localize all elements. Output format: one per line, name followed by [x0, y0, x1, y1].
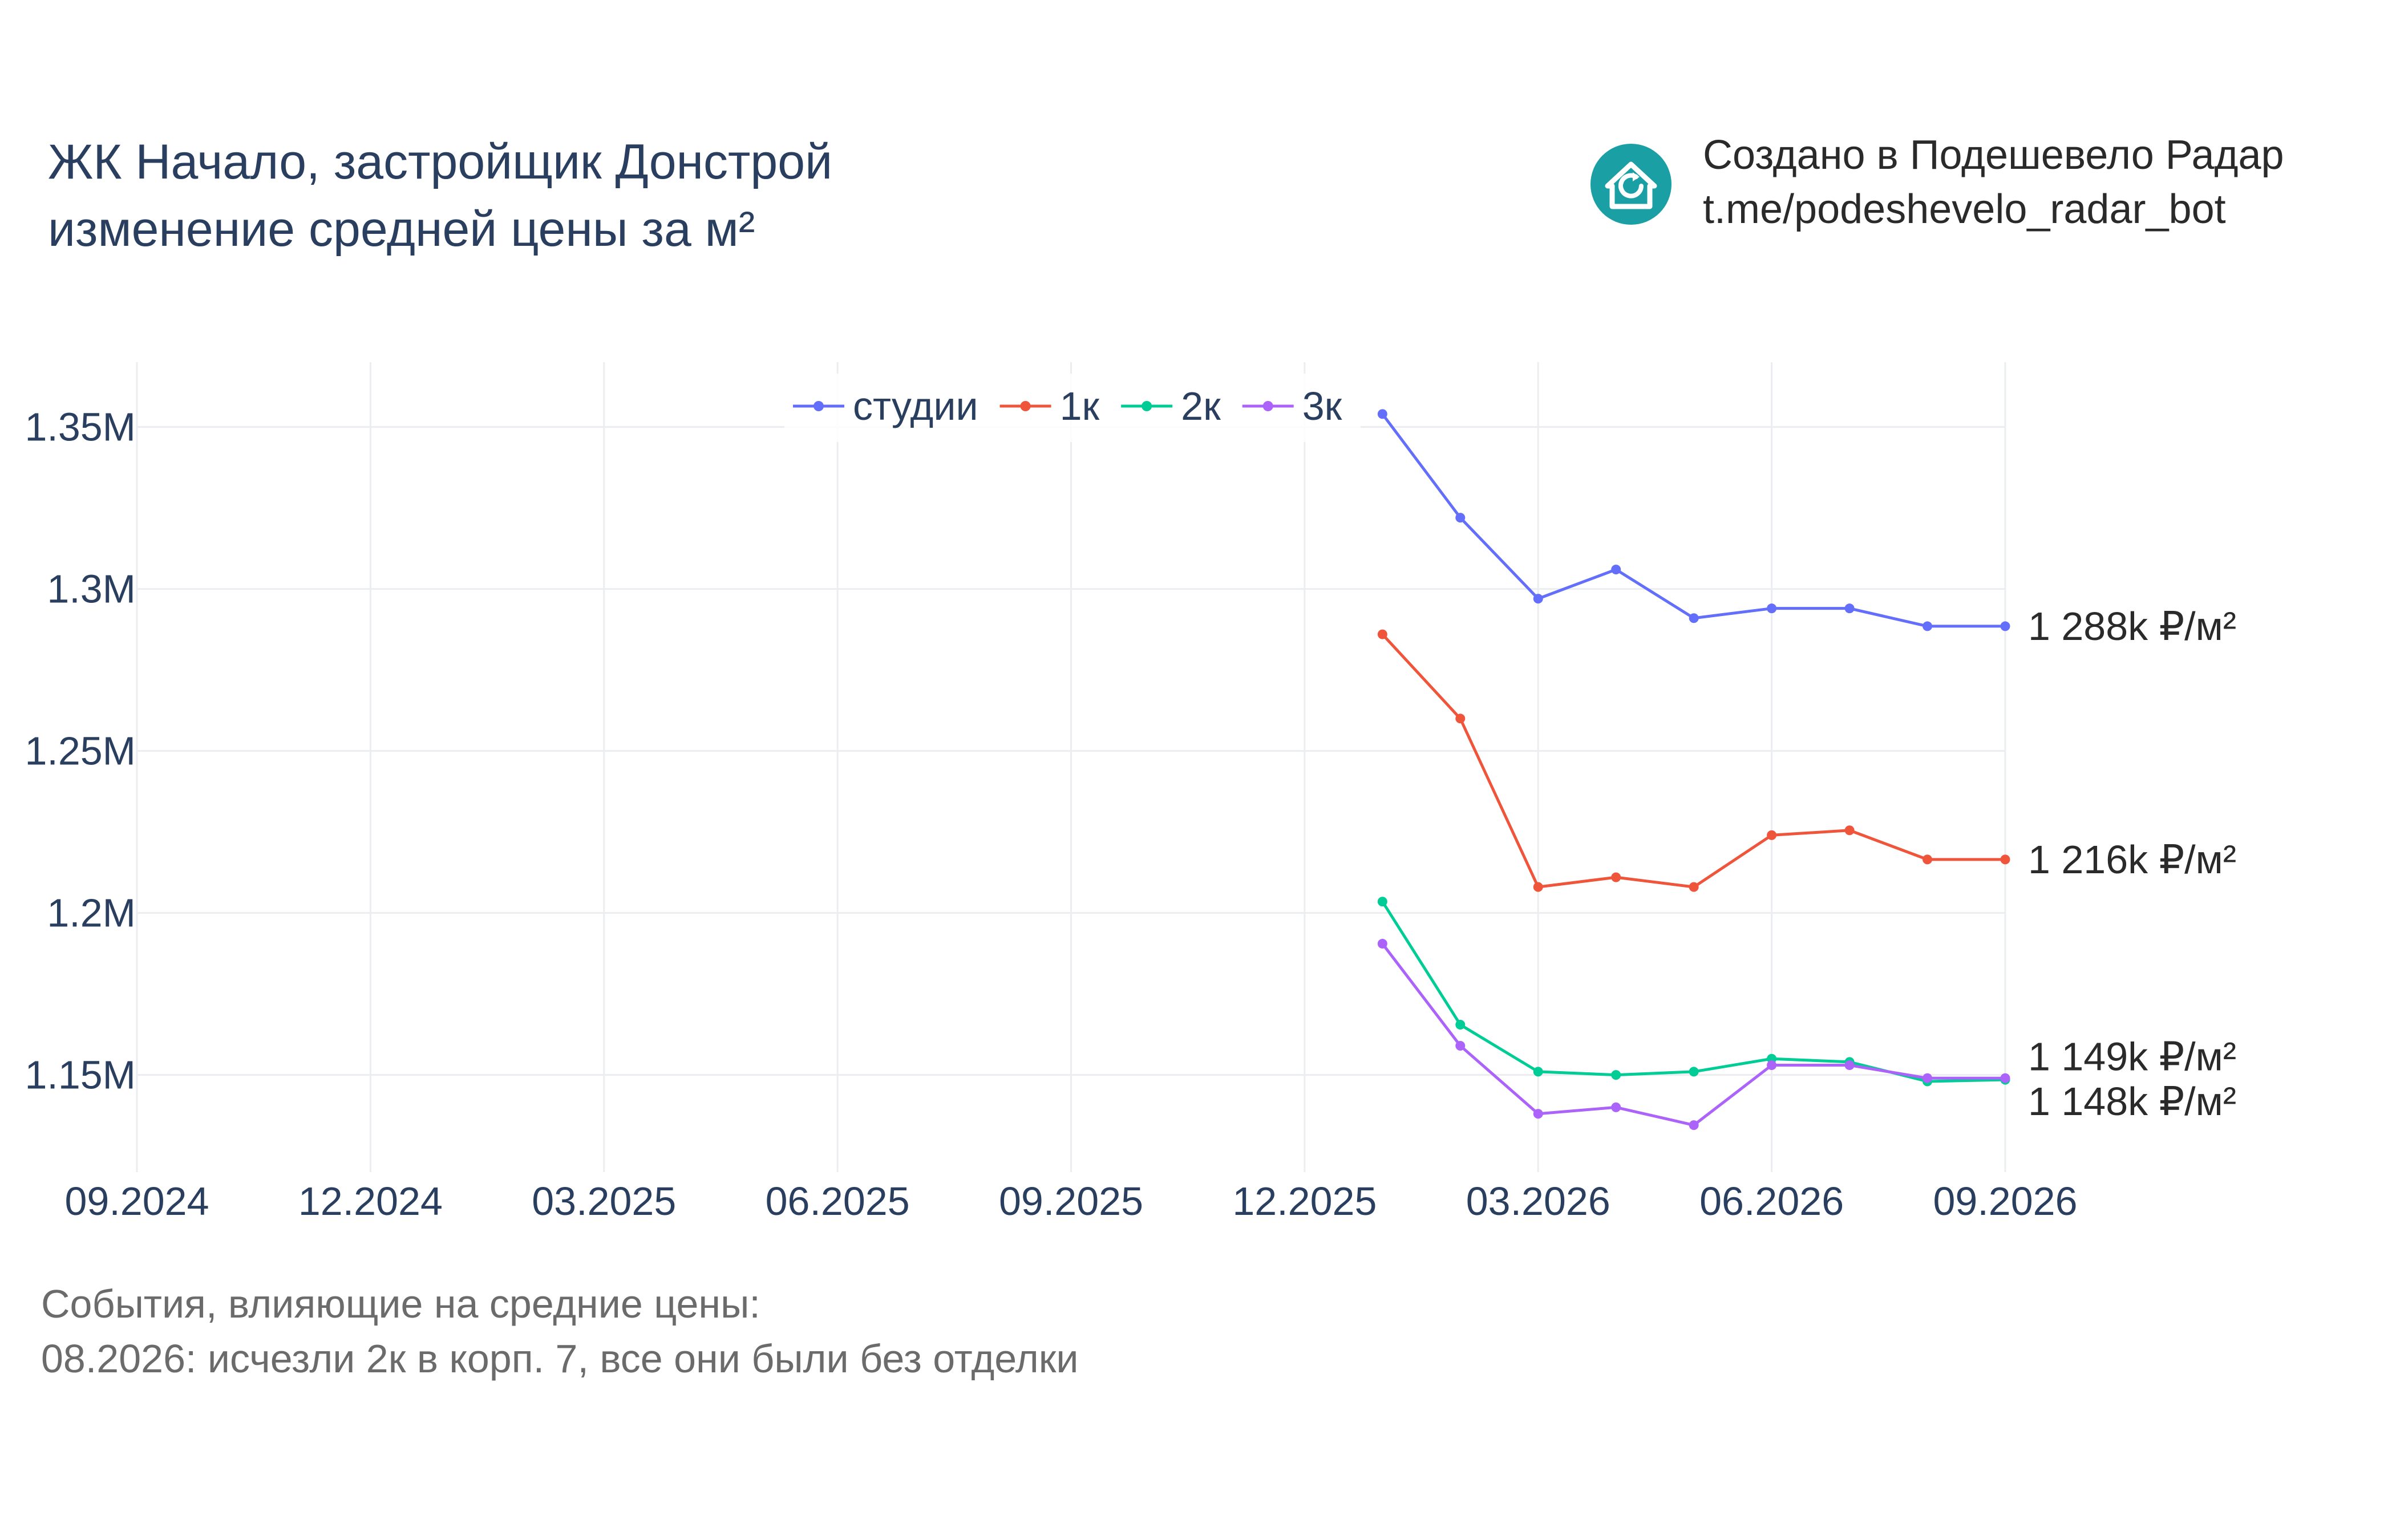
end-label: 1 288k ₽/м²: [2028, 604, 2236, 649]
x-tick-label: 03.2026: [1466, 1179, 1610, 1223]
end-label: 1 148k ₽/м²: [2028, 1079, 2236, 1124]
data-point: [1689, 1120, 1699, 1130]
y-tick-label: 1.25M: [25, 729, 136, 773]
data-point: [1533, 882, 1543, 892]
data-point: [1611, 872, 1621, 882]
data-point: [2000, 854, 2010, 865]
series-line-0: [1381, 413, 2005, 628]
legend-marker: [1142, 401, 1152, 411]
y-axis: 1.15M 1.2M 1.25M 1.3M 1.35M: [25, 405, 136, 1097]
x-tick-label: 09.2025: [999, 1179, 1143, 1223]
data-point: [1923, 854, 1933, 865]
data-point: [2000, 1073, 2010, 1083]
data-point: [1377, 897, 1387, 907]
y-tick-label: 1.35M: [25, 405, 136, 449]
legend-entry: 3к: [1302, 384, 1342, 428]
data-point: [1533, 1109, 1543, 1119]
legend: студии 1к 2к 3к: [784, 374, 1361, 442]
events-heading: События, влияющие на средние цены:: [41, 1282, 760, 1326]
x-tick-label: 12.2025: [1232, 1179, 1377, 1223]
legend-marker: [813, 401, 824, 411]
data-point: [1533, 1067, 1543, 1077]
brand-line-1: Создано в Подешевело Радар: [1703, 132, 2284, 178]
x-tick-label: 03.2025: [532, 1179, 676, 1223]
end-label: 1 216k ₽/м²: [2028, 837, 2236, 882]
events-note: События, влияющие на средние цены: 08.20…: [41, 1276, 1078, 1386]
data-point: [1689, 1067, 1699, 1077]
data-point: [1689, 613, 1699, 623]
data-point: [1689, 882, 1699, 892]
data-point: [1455, 513, 1466, 523]
data-point: [1844, 1060, 1855, 1071]
end-label: 1 149k ₽/м²: [2028, 1034, 2236, 1079]
data-point: [1767, 1060, 1777, 1071]
y-tick-label: 1.2M: [47, 891, 136, 935]
series-lines: [1377, 409, 2010, 1130]
chart-title: ЖК Начало, застройщик Донстрой изменение…: [48, 128, 832, 263]
x-tick-label: 06.2026: [1699, 1179, 1844, 1223]
grid: [136, 362, 2006, 1172]
legend-entry: 1к: [1060, 384, 1100, 428]
data-point: [2000, 621, 2010, 631]
brand-link[interactable]: t.me/podeshevelo_radar_bot: [1703, 187, 2226, 232]
y-tick-label: 1.15M: [25, 1053, 136, 1097]
brand-credit: Создано в Подешевело Радар t.me/podeshev…: [1703, 128, 2284, 237]
data-point: [1455, 714, 1466, 724]
legend-marker: [1262, 401, 1273, 411]
data-point: [1767, 603, 1777, 614]
y-tick-label: 1.3M: [47, 567, 136, 611]
data-point: [1923, 621, 1933, 631]
data-point: [1533, 594, 1543, 604]
data-point: [1455, 1040, 1466, 1051]
x-axis: 09.2024 12.2024 03.2025 06.2025 09.2025 12.20…: [64, 1179, 2077, 1223]
x-tick-label: 06.2025: [766, 1179, 910, 1223]
data-point: [1611, 1102, 1621, 1112]
title-line-1: ЖК Начало, застройщик Донстрой: [48, 135, 833, 189]
x-tick-label: 09.2024: [64, 1179, 209, 1223]
house-refresh-icon: [1590, 144, 1671, 225]
x-tick-label: 09.2026: [1933, 1179, 2077, 1223]
data-point: [1844, 825, 1855, 836]
data-point: [1455, 1020, 1466, 1030]
series-line-1: [1381, 633, 2005, 889]
x-tick-label: 12.2024: [298, 1179, 443, 1223]
data-point: [1377, 939, 1387, 949]
series-line-2: [1381, 901, 2006, 1083]
legend-marker: [1020, 401, 1031, 411]
data-point: [1844, 603, 1855, 614]
legend-entry: студии: [853, 384, 978, 428]
event-item: 08.2026: исчезли 2к в корп. 7, все они б…: [41, 1336, 1079, 1381]
data-point: [1377, 629, 1387, 639]
legend-entry: 2к: [1181, 384, 1221, 428]
data-point: [1923, 1073, 1933, 1083]
data-point: [1767, 830, 1777, 840]
data-point: [1611, 1070, 1621, 1080]
data-point: [1377, 409, 1387, 419]
end-labels: 1 288k ₽/м² 1 216k ₽/м² 1 148k ₽/м²1 149k …: [2028, 604, 2236, 1124]
title-line-2: изменение средней цены за м²: [48, 202, 755, 257]
data-point: [1611, 565, 1621, 575]
